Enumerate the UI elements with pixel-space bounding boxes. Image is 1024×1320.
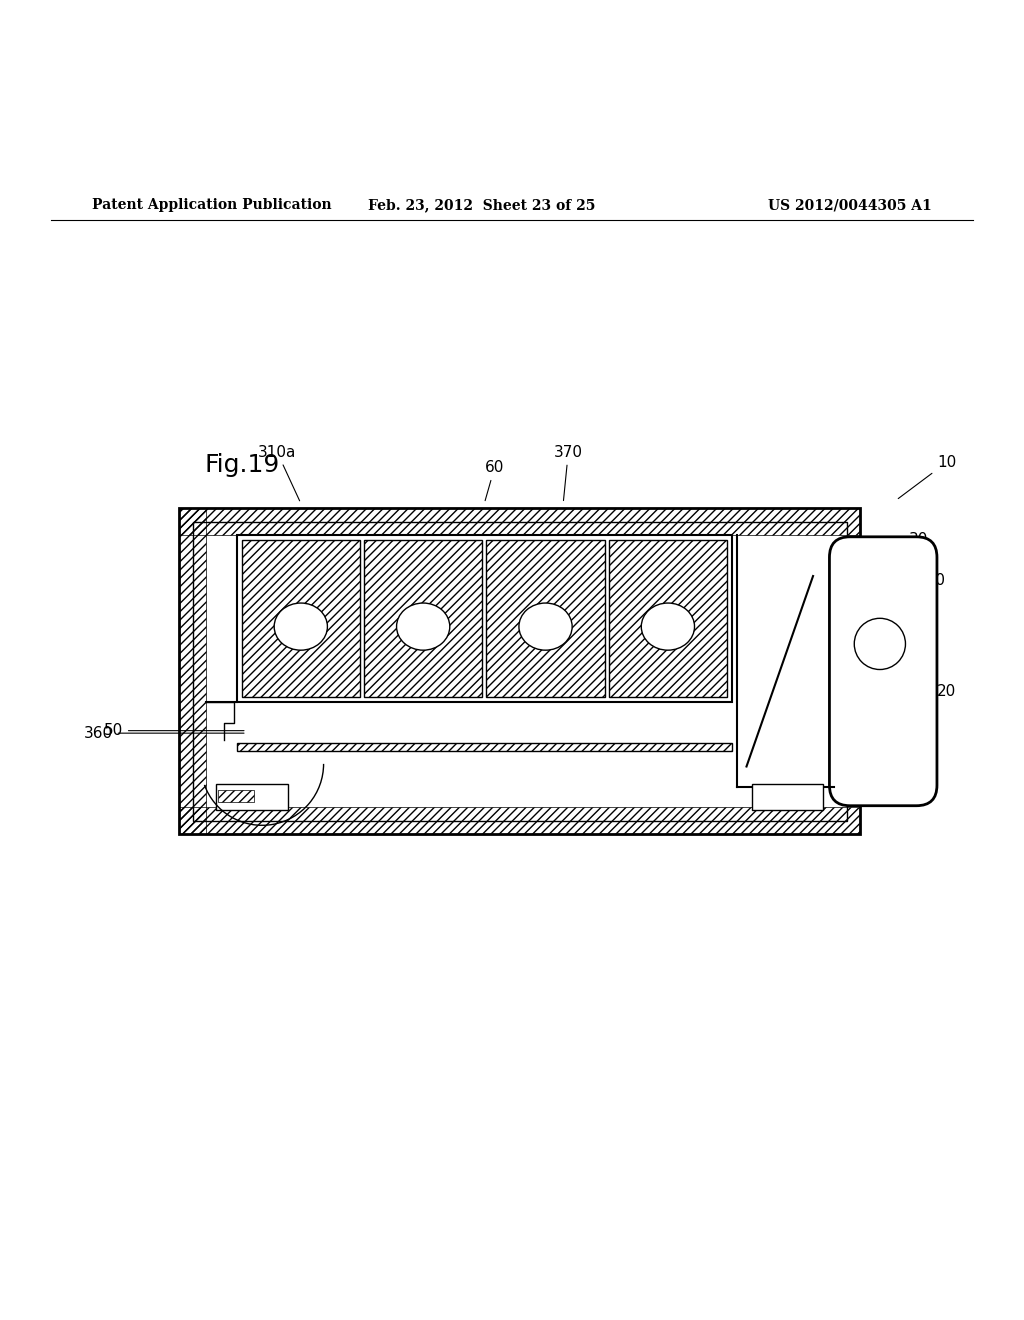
Text: 30: 30 xyxy=(909,532,929,546)
Bar xyxy=(242,540,360,697)
Bar xyxy=(608,540,727,697)
Bar xyxy=(365,540,482,697)
Text: Fig.19: Fig.19 xyxy=(205,454,280,478)
Text: 360: 360 xyxy=(84,726,244,741)
Ellipse shape xyxy=(519,603,572,651)
Ellipse shape xyxy=(396,603,450,651)
Text: 310a: 310a xyxy=(258,445,300,500)
Bar xyxy=(752,784,823,809)
Text: 10: 10 xyxy=(898,455,956,499)
Circle shape xyxy=(854,618,905,669)
Text: 370: 370 xyxy=(554,445,583,500)
Bar xyxy=(216,784,288,809)
Bar xyxy=(486,540,604,697)
Bar xyxy=(193,521,847,821)
Text: 350: 350 xyxy=(891,573,945,661)
Bar xyxy=(179,508,206,834)
Bar xyxy=(179,508,860,834)
Bar xyxy=(237,535,732,702)
Text: Feb. 23, 2012  Sheet 23 of 25: Feb. 23, 2012 Sheet 23 of 25 xyxy=(368,198,595,213)
Text: 20: 20 xyxy=(873,684,956,700)
Text: 50: 50 xyxy=(103,723,244,738)
Bar xyxy=(179,508,860,535)
Ellipse shape xyxy=(274,603,328,651)
Text: US 2012/0044305 A1: US 2012/0044305 A1 xyxy=(768,198,932,213)
Text: 60: 60 xyxy=(485,459,504,500)
Bar xyxy=(237,743,732,751)
FancyBboxPatch shape xyxy=(829,537,937,805)
Bar xyxy=(179,808,860,834)
Bar xyxy=(218,791,254,803)
Ellipse shape xyxy=(641,603,694,651)
Text: Patent Application Publication: Patent Application Publication xyxy=(92,198,332,213)
